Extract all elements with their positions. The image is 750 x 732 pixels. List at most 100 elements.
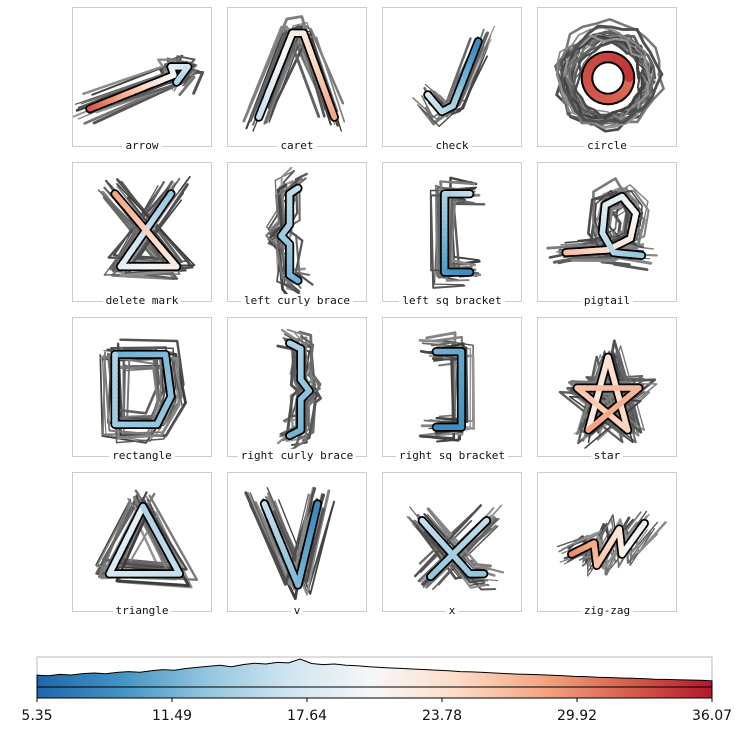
panel-label: right curly brace	[228, 449, 366, 462]
gesture-plot	[558, 339, 658, 449]
panel-right-curly-brace: right curly brace	[227, 317, 367, 462]
sample-stroke	[272, 508, 325, 585]
colorbar: 5.35 11.49 17.64 23.78 29.92 36.07	[21, 656, 732, 724]
sample-stroke	[574, 40, 650, 118]
colorbar-tick-label: 17.64	[287, 708, 327, 724]
panel-label: circle	[538, 139, 676, 152]
sample-stroke	[426, 513, 488, 570]
panel-label: rectangle	[73, 449, 211, 462]
panel-label-text: right curly brace	[237, 449, 357, 462]
gesture-plot	[554, 18, 665, 133]
panel-label: v	[228, 604, 366, 617]
centroid-segment	[585, 424, 595, 433]
panel-label-text: delete mark	[102, 294, 182, 307]
sample-stroke	[560, 24, 664, 124]
panel-label-text: v	[290, 604, 304, 617]
centroid-segment	[292, 275, 301, 284]
gesture-plot	[99, 338, 187, 444]
sample-stroke	[297, 335, 317, 427]
colorbar-tick-label: 29.92	[557, 708, 597, 724]
centroid-segment	[140, 503, 148, 513]
panel-label: x	[383, 604, 521, 617]
panel-label: left curly brace	[228, 294, 366, 307]
panel-label-text: right sq bracket	[396, 449, 508, 462]
centroid-segment	[112, 191, 121, 200]
panel-check: check	[382, 7, 522, 152]
panel-label: left sq bracket	[383, 294, 521, 307]
centroid-segment	[313, 501, 321, 511]
panel-circle: circle	[537, 7, 677, 152]
gesture-plot	[265, 166, 314, 297]
gesture-plot	[73, 54, 205, 125]
panel-label: star	[538, 449, 676, 462]
gesture-plot	[97, 175, 196, 281]
colorbar-tick-label: 11.49	[152, 708, 192, 724]
panel-label-text: left curly brace	[241, 294, 353, 307]
sample-stroke	[288, 347, 316, 449]
panel-label-text: circle	[584, 139, 630, 152]
colorbar-tick-label: 5.35	[21, 708, 52, 724]
sample-stroke	[556, 26, 653, 126]
gesture-plot	[406, 504, 505, 591]
panel-v: v	[227, 472, 367, 617]
gesture-plot	[418, 331, 476, 443]
sample-stroke	[265, 186, 293, 283]
panel-zig-zag: zig-zag	[537, 472, 677, 617]
panel-label-text: arrow	[122, 139, 162, 152]
gesture-plot	[412, 25, 496, 128]
panel-star: star	[537, 317, 677, 462]
panel-label: arrow	[73, 139, 211, 152]
panel-triangle: triangle	[72, 472, 212, 617]
panel-label: pigtail	[538, 294, 676, 307]
panel-label-text: rectangle	[109, 449, 175, 462]
sample-stroke	[296, 339, 321, 441]
panel-label: right sq bracket	[383, 449, 521, 462]
panel-label-text: check	[432, 139, 472, 152]
panel-pigtail: pigtail	[537, 162, 677, 307]
centroid-segment	[427, 570, 437, 580]
panel-left-sq-bracket: left sq bracket	[382, 162, 522, 307]
sample-stroke	[91, 54, 184, 96]
sample-stroke	[300, 343, 322, 442]
panel-arrow: arrow	[72, 7, 212, 152]
centroid-segment	[286, 430, 297, 439]
gesture-plot	[242, 15, 346, 132]
sample-stroke	[436, 186, 468, 266]
colorbar-gradient	[36, 686, 713, 699]
panel-label-text: left sq bracket	[399, 294, 505, 307]
sample-stroke	[452, 202, 486, 278]
panel-label: check	[383, 139, 521, 152]
panel-rectangle: rectangle	[72, 317, 212, 462]
centroid-segment	[330, 110, 338, 120]
panel-label-text: pigtail	[580, 294, 634, 307]
sample-stroke	[298, 330, 322, 440]
panel-label-text: x	[445, 604, 459, 617]
panel-label: delete mark	[73, 294, 211, 307]
centroid-segment	[173, 76, 182, 85]
sample-stroke	[428, 508, 505, 574]
sample-stroke	[101, 505, 167, 568]
gesture-plot	[556, 510, 667, 577]
sample-stroke	[290, 347, 319, 446]
gesture-plot	[244, 486, 336, 601]
panel-label: triangle	[73, 604, 211, 617]
panel-label-text: zig-zag	[580, 604, 634, 617]
small-multiples-grid: arrow caret check circle delete mark left cur…	[72, 7, 677, 617]
panel-label-text: triangle	[112, 604, 172, 617]
sample-stroke	[103, 354, 160, 435]
panel-label-text: caret	[277, 139, 317, 152]
gesture-plot	[429, 176, 486, 289]
colorbar-tick-label: 23.78	[422, 708, 462, 724]
sample-stroke	[417, 46, 474, 126]
gesture-plot	[95, 489, 199, 589]
panel-label-text: star	[590, 449, 624, 462]
panel-left-curly-brace: left curly brace	[227, 162, 367, 307]
panel-right-sq-bracket: right sq bracket	[382, 317, 522, 462]
centroid-segment	[473, 38, 481, 49]
panel-delete-mark: delete mark	[72, 162, 212, 307]
colorbar-histogram	[36, 658, 713, 688]
gesture-plot	[546, 177, 658, 272]
gesture-plot	[276, 328, 322, 452]
sample-stroke	[256, 507, 313, 586]
sample-stroke	[414, 504, 483, 578]
